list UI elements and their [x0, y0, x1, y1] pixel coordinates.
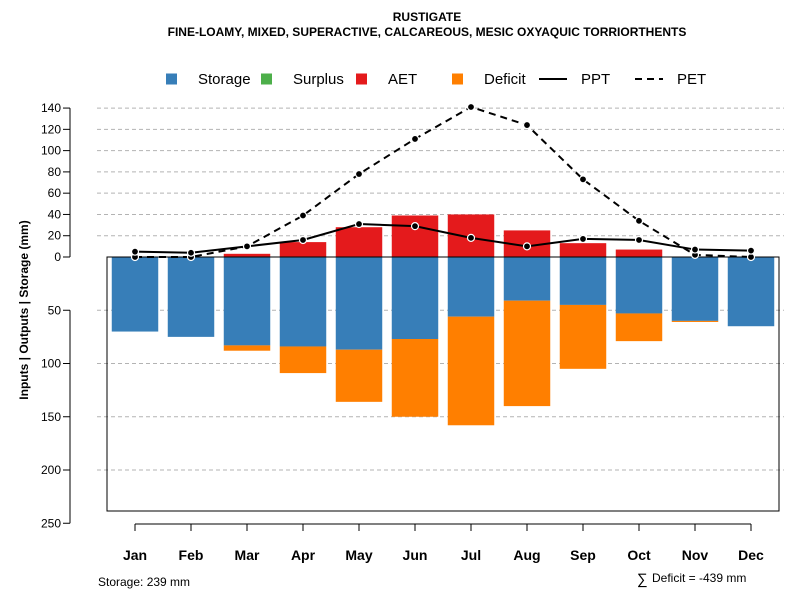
pet-point — [466, 102, 476, 112]
ppt-point — [522, 242, 532, 251]
storage-bar — [447, 257, 495, 317]
ppt-point — [410, 222, 420, 231]
aet-bar — [391, 215, 439, 257]
x-tick-label: Oct — [627, 547, 651, 563]
y-tick-label: 200 — [41, 463, 61, 477]
storage-bar — [279, 257, 327, 347]
y-tick-label: 80 — [48, 165, 62, 179]
y-tick-label: 50 — [48, 303, 62, 317]
y-tick-label: 20 — [48, 229, 62, 243]
deficit-bar — [279, 346, 327, 374]
gridlines — [97, 107, 784, 471]
pet-point — [298, 211, 308, 220]
y-tick-label: 40 — [48, 207, 62, 221]
legend-aet-swatch — [356, 73, 367, 85]
storage-bar — [111, 257, 159, 332]
ppt-point — [354, 219, 364, 229]
deficit-total: Deficit = -439 mm — [652, 571, 746, 585]
x-tick-label: Apr — [291, 547, 316, 563]
pet-line — [135, 105, 752, 258]
x-axis: Jan Feb Mar Apr May Jun Jul Aug Sep Oct Nov Dec — [123, 523, 764, 563]
storage-bar — [559, 257, 607, 305]
legend-ppt-label: PPT — [581, 71, 610, 88]
aet-bar — [335, 227, 383, 257]
storage-bar — [223, 257, 271, 346]
legend-aet-label: AET — [388, 71, 417, 88]
y-tick-label: 100 — [41, 357, 61, 371]
ppt-point — [130, 247, 140, 256]
legend-storage-label: Storage — [198, 71, 251, 88]
storage-bar — [391, 257, 439, 340]
ppt-point — [186, 248, 196, 257]
deficit-bar — [223, 345, 271, 351]
y-tick-label: 140 — [41, 101, 61, 115]
y-tick-label: 100 — [41, 144, 61, 158]
x-tick-label: Sep — [570, 547, 596, 563]
x-tick-label: Jan — [123, 547, 147, 563]
x-tick-label: Aug — [513, 547, 540, 563]
deficit-bar — [335, 349, 383, 402]
x-tick-label: Dec — [738, 547, 764, 563]
storage-bar — [503, 257, 551, 301]
ppt-line — [134, 223, 752, 254]
deficit-bar — [447, 316, 495, 426]
deficit-bar — [391, 339, 439, 417]
storage-bar — [335, 257, 383, 350]
deficit-bar — [615, 313, 663, 342]
pet-point — [634, 216, 644, 225]
legend-deficit-label: Deficit — [484, 71, 527, 88]
ppt-point — [242, 242, 252, 251]
ppt-point — [634, 235, 644, 245]
pet-point — [410, 134, 420, 144]
legend-surplus-label: Surplus — [293, 71, 344, 88]
storage-bar — [671, 257, 719, 321]
x-tick-label: May — [345, 547, 372, 563]
aet-bar — [279, 242, 327, 257]
deficit-bar — [503, 300, 551, 407]
bars-layer — [111, 214, 775, 426]
deficit-bar — [671, 320, 719, 322]
x-tick-label: Feb — [179, 547, 204, 563]
ppt-point — [690, 245, 700, 254]
deficit-sum-symbol: ∑ — [637, 571, 648, 588]
aet-bar — [559, 243, 607, 257]
legend-storage-swatch — [166, 73, 177, 85]
y-tick-label: 0 — [54, 250, 61, 264]
aet-bar — [223, 253, 271, 257]
pet-point — [578, 175, 588, 184]
y-tick-label: 150 — [41, 410, 61, 424]
legend: Storage Surplus AET Deficit PPT PET — [166, 71, 706, 88]
deficit-bar — [559, 304, 607, 369]
chart-title: RUSTIGATE — [393, 10, 461, 24]
ppt-point — [746, 246, 756, 255]
storage-bar — [167, 257, 215, 337]
storage-bar — [615, 257, 663, 314]
pet-point — [522, 120, 532, 130]
lines-layer — [130, 102, 756, 262]
storage-total: Storage: 239 mm — [98, 575, 190, 589]
y-tick-label: 120 — [41, 122, 61, 136]
y-tick-label: 60 — [48, 186, 62, 200]
x-tick-label: Jun — [403, 547, 428, 563]
ppt-point — [578, 234, 588, 244]
chart-subtitle: FINE-LOAMY, MIXED, SUPERACTIVE, CALCAREO… — [168, 25, 687, 39]
legend-surplus-swatch — [261, 73, 272, 85]
storage-bar — [727, 257, 775, 327]
pet-point — [354, 169, 364, 179]
legend-pet-label: PET — [677, 71, 706, 88]
ppt-point — [298, 235, 308, 245]
y-tick-label: 250 — [41, 516, 61, 530]
x-tick-label: Mar — [235, 547, 260, 563]
x-tick-label: Nov — [682, 547, 709, 563]
y-axis-title: Inputs | Outputs | Storage (mm) — [17, 220, 31, 399]
x-tick-label: Jul — [461, 547, 481, 563]
plot-area-frame — [106, 256, 780, 512]
ppt-point — [466, 233, 476, 242]
legend-deficit-swatch — [452, 73, 463, 85]
aet-bar — [615, 249, 663, 257]
